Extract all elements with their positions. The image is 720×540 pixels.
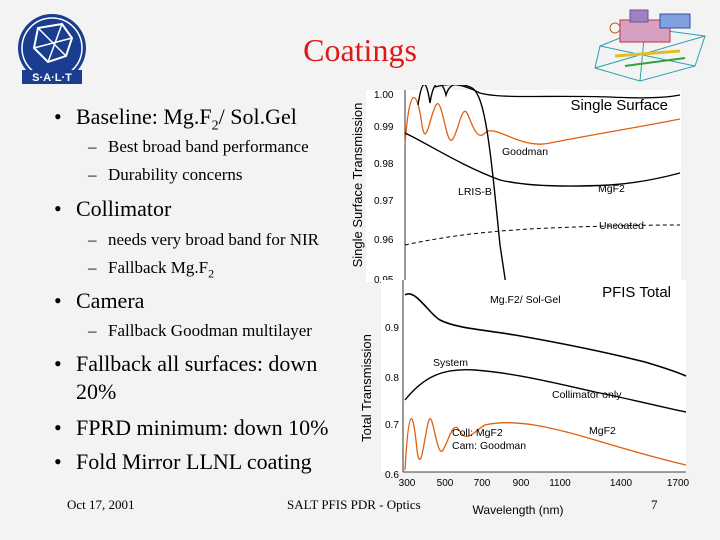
bullet-fold-mirror: Fold Mirror LLNL coating	[54, 449, 312, 475]
chart2-xlabel: Wavelength (nm)	[473, 503, 564, 517]
label-mgf2: MgF2	[589, 425, 616, 437]
series-goodman	[404, 96, 681, 146]
footer-date: Oct 17, 2001	[67, 497, 135, 512]
series-lris-b	[417, 85, 507, 285]
footer-title: SALT PFIS PDR - Optics	[287, 497, 421, 512]
bullet-camera: Camera	[54, 288, 145, 314]
footer-page-number: 7	[651, 497, 658, 512]
salt-logo: S·A·L·T	[18, 14, 86, 84]
chart1-title: Single Surface	[570, 97, 668, 114]
chart2-title: PFIS Total	[602, 284, 671, 301]
chart2-ylabel: Total Transmission	[359, 334, 374, 442]
label-system: System	[433, 357, 468, 369]
chart2-ytick: 0.6	[385, 470, 399, 481]
chart2-xtick: 900	[513, 478, 530, 489]
bullet-baseline: Baseline: Mg.F2/ Sol.Gel	[54, 104, 297, 134]
chart2-xtick: 1700	[667, 478, 690, 489]
chart-pfis-total: Total Transmission 0.9 0.8 0.7 0.6 PFIS …	[359, 280, 690, 517]
bullet-fprd-minimum: FPRD minimum: down 10%	[54, 415, 328, 441]
label-cam-goodman: Cam: Goodman	[452, 440, 526, 452]
chart1-ytick: 0.97	[374, 196, 394, 207]
chart2-ytick: 0.8	[385, 373, 399, 384]
label-uncoated: Uncoated	[599, 220, 644, 232]
chart2-ytick: 0.7	[385, 420, 399, 431]
logo-text: S·A·L·T	[32, 72, 72, 84]
sub-bullet-durability: Durability concerns	[88, 165, 242, 185]
label-coll-mgf2: Coll: MgF2	[452, 427, 503, 439]
chart-single-surface: Single Surface Transmission 1.00 0.99 0.…	[350, 85, 681, 285]
chart2-xtick: 1400	[610, 478, 633, 489]
chart1-ylabel: Single Surface Transmission	[350, 103, 365, 268]
telescope-structure-image	[594, 9, 706, 82]
chart2-xtick: 500	[437, 478, 454, 489]
sub-bullet-nir: needs very broad band for NIR	[88, 230, 319, 250]
bullet-fallback-all: Fallback all surfaces: down 20%	[54, 350, 336, 406]
series-system	[404, 418, 687, 471]
label-goodman: Goodman	[502, 146, 548, 158]
slide-title: Coatings	[303, 32, 417, 68]
label-mgf2-solgel: Mg.F2/ Sol-Gel	[490, 294, 561, 306]
chart1-ytick: 1.00	[374, 90, 394, 101]
sub-bullet-best-broadband: Best broad band performance	[88, 137, 309, 157]
chart2-xtick: 300	[399, 478, 416, 489]
label-mgf2: MgF2	[598, 183, 625, 195]
label-lris-b: LRIS-B	[458, 186, 492, 198]
series-mgf2	[404, 132, 681, 187]
chart2-xtick: 1100	[549, 478, 571, 489]
label-collimator-only: Collimator only	[552, 389, 622, 401]
series-mgf2-solgel	[404, 293, 687, 377]
bullet-collimator: Collimator	[54, 196, 171, 222]
chart1-ytick: 0.99	[374, 122, 394, 133]
sub-bullet-fallback-mgf2: Fallback Mg.F2	[88, 258, 214, 281]
chart1-ytick: 0.98	[374, 159, 394, 170]
series-lris-b-top	[434, 85, 681, 99]
chart2-ytick: 0.9	[385, 323, 399, 334]
sub-bullet-goodman: Fallback Goodman multilayer	[88, 321, 312, 341]
chart1-ytick: 0.96	[374, 235, 394, 246]
series-collimator-only	[404, 368, 687, 413]
chart2-xtick: 700	[474, 478, 491, 489]
